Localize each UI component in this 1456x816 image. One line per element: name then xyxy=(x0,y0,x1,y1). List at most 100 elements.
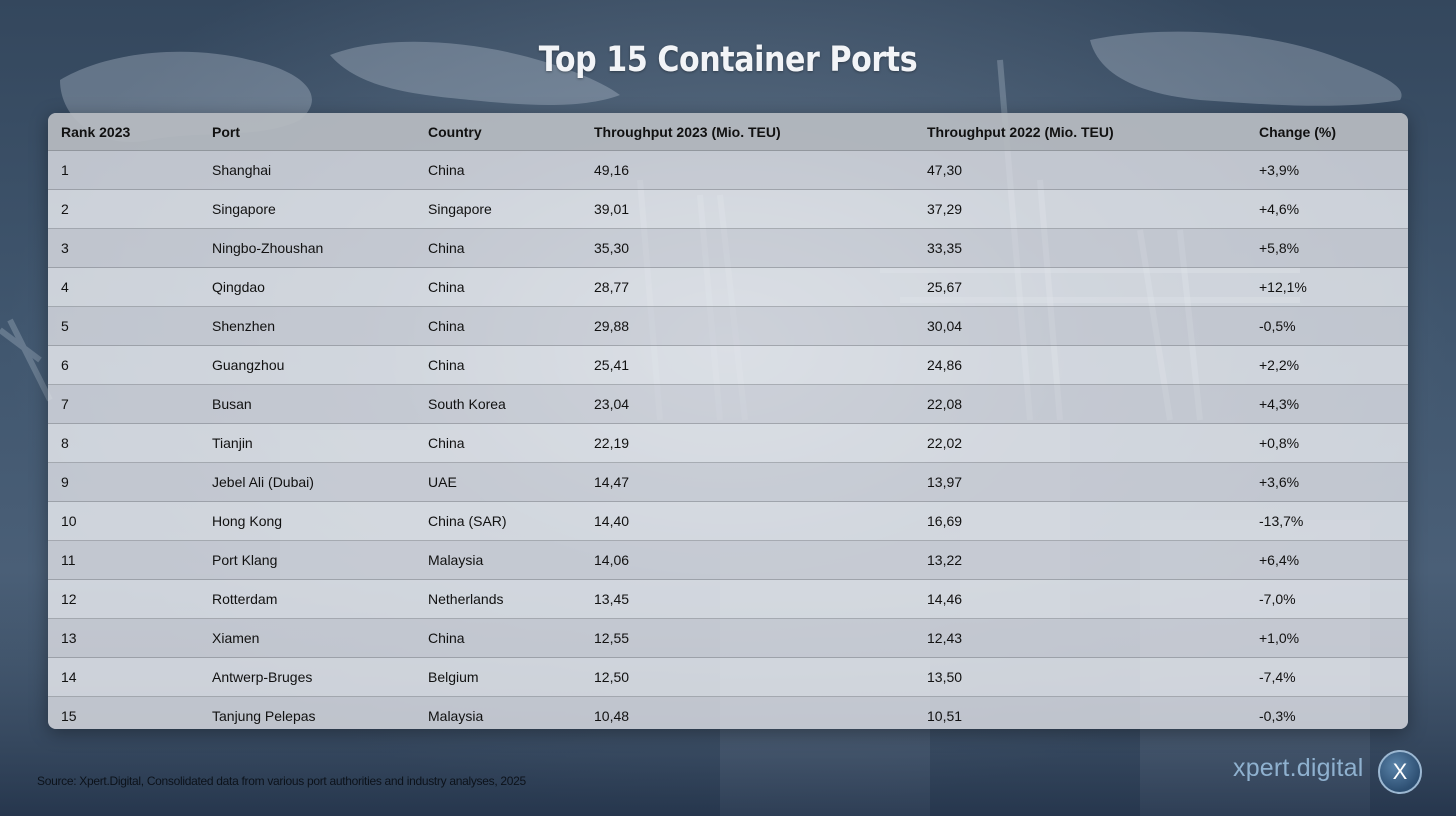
cell-change: +6,4% xyxy=(1246,540,1408,580)
cell-throughput-2022: 14,46 xyxy=(914,579,1246,619)
cell-throughput-2022: 37,29 xyxy=(914,189,1246,229)
cell-port: Busan xyxy=(199,384,415,424)
cell-rank: 3 xyxy=(48,228,199,268)
cell-country: China xyxy=(415,423,581,463)
cell-country: Malaysia xyxy=(415,540,581,580)
cell-rank: 10 xyxy=(48,501,199,541)
header-throughput-2022: Throughput 2022 (Mio. TEU) xyxy=(914,113,1246,151)
cell-throughput-2022: 13,22 xyxy=(914,540,1246,580)
cell-port: Hong Kong xyxy=(199,501,415,541)
cell-throughput-2023: 23,04 xyxy=(581,384,914,424)
cell-throughput-2023: 28,77 xyxy=(581,267,914,307)
cell-rank: 5 xyxy=(48,306,199,346)
cell-port: Shenzhen xyxy=(199,306,415,346)
table-row: 8 Tianjin China 22,19 22,02 +0,8% xyxy=(48,423,1408,463)
cell-change: -13,7% xyxy=(1246,501,1408,541)
cell-throughput-2023: 14,06 xyxy=(581,540,914,580)
header-country: Country xyxy=(415,113,581,151)
table-row: 3 Ningbo-Zhoushan China 35,30 33,35 +5,8% xyxy=(48,228,1408,268)
cell-change: +0,8% xyxy=(1246,423,1408,463)
cell-rank: 15 xyxy=(48,696,199,729)
cell-country: China xyxy=(415,150,581,190)
cell-rank: 1 xyxy=(48,150,199,190)
cell-throughput-2023: 22,19 xyxy=(581,423,914,463)
cell-throughput-2022: 16,69 xyxy=(914,501,1246,541)
cell-throughput-2023: 12,50 xyxy=(581,657,914,697)
cell-port: Shanghai xyxy=(199,150,415,190)
table-body: 1 Shanghai China 49,16 47,30 +3,9% 2 Singapore S… xyxy=(48,150,1408,729)
cell-throughput-2022: 22,08 xyxy=(914,384,1246,424)
table-row: 12 Rotterdam Netherlands 13,45 14,46 -7,0% xyxy=(48,579,1408,619)
cell-rank: 12 xyxy=(48,579,199,619)
cell-country: China (SAR) xyxy=(415,501,581,541)
cell-change: +2,2% xyxy=(1246,345,1408,385)
cell-change: -7,4% xyxy=(1246,657,1408,697)
page-title: Top 15 Container Ports xyxy=(538,40,918,80)
table-row: 9 Jebel Ali (Dubai) UAE 14,47 13,97 +3,6% xyxy=(48,462,1408,502)
cell-change: -0,5% xyxy=(1246,306,1408,346)
cell-change: +1,0% xyxy=(1246,618,1408,658)
cell-rank: 9 xyxy=(48,462,199,502)
header-rank: Rank 2023 xyxy=(48,113,199,151)
cell-change: +3,9% xyxy=(1246,150,1408,190)
cell-country: Netherlands xyxy=(415,579,581,619)
cell-change: +3,6% xyxy=(1246,462,1408,502)
cell-throughput-2022: 10,51 xyxy=(914,696,1246,729)
header-port: Port xyxy=(199,113,415,151)
cell-throughput-2023: 35,30 xyxy=(581,228,914,268)
cell-throughput-2022: 13,50 xyxy=(914,657,1246,697)
cell-country: Malaysia xyxy=(415,696,581,729)
cell-throughput-2022: 30,04 xyxy=(914,306,1246,346)
cell-country: Belgium xyxy=(415,657,581,697)
cell-throughput-2022: 13,97 xyxy=(914,462,1246,502)
table-row: 4 Qingdao China 28,77 25,67 +12,1% xyxy=(48,267,1408,307)
brand-logo-icon: X xyxy=(1378,750,1422,794)
cell-throughput-2023: 49,16 xyxy=(581,150,914,190)
table-row: 11 Port Klang Malaysia 14,06 13,22 +6,4% xyxy=(48,540,1408,580)
cell-country: China xyxy=(415,306,581,346)
cell-throughput-2023: 13,45 xyxy=(581,579,914,619)
cell-rank: 13 xyxy=(48,618,199,658)
cell-port: Qingdao xyxy=(199,267,415,307)
cell-change: +12,1% xyxy=(1246,267,1408,307)
table-header-row: Rank 2023 Port Country Throughput 2023 (… xyxy=(48,113,1408,151)
table-row: 15 Tanjung Pelepas Malaysia 10,48 10,51 -0,3% xyxy=(48,696,1408,729)
cell-change: +5,8% xyxy=(1246,228,1408,268)
cell-throughput-2023: 10,48 xyxy=(581,696,914,729)
cell-change: -0,3% xyxy=(1246,696,1408,729)
cell-rank: 11 xyxy=(48,540,199,580)
cell-port: Port Klang xyxy=(199,540,415,580)
cell-port: Guangzhou xyxy=(199,345,415,385)
source-note: Source: Xpert.Digital, Consolidated data… xyxy=(37,774,526,788)
cell-country: China xyxy=(415,228,581,268)
table-row: 6 Guangzhou China 25,41 24,86 +2,2% xyxy=(48,345,1408,385)
cell-throughput-2023: 12,55 xyxy=(581,618,914,658)
cell-rank: 4 xyxy=(48,267,199,307)
table-row: 10 Hong Kong China (SAR) 14,40 16,69 -13,7% xyxy=(48,501,1408,541)
cell-rank: 8 xyxy=(48,423,199,463)
cell-port: Tianjin xyxy=(199,423,415,463)
cell-throughput-2023: 39,01 xyxy=(581,189,914,229)
cell-throughput-2022: 47,30 xyxy=(914,150,1246,190)
cell-port: Rotterdam xyxy=(199,579,415,619)
cell-throughput-2023: 25,41 xyxy=(581,345,914,385)
cell-rank: 7 xyxy=(48,384,199,424)
header-throughput-2023: Throughput 2023 (Mio. TEU) xyxy=(581,113,914,151)
table-row: 7 Busan South Korea 23,04 22,08 +4,3% xyxy=(48,384,1408,424)
cell-country: UAE xyxy=(415,462,581,502)
cell-throughput-2023: 29,88 xyxy=(581,306,914,346)
cell-port: Singapore xyxy=(199,189,415,229)
cell-change: -7,0% xyxy=(1246,579,1408,619)
cell-port: Antwerp-Bruges xyxy=(199,657,415,697)
cell-country: China xyxy=(415,345,581,385)
cell-throughput-2022: 12,43 xyxy=(914,618,1246,658)
cell-country: Singapore xyxy=(415,189,581,229)
table-row: 1 Shanghai China 49,16 47,30 +3,9% xyxy=(48,150,1408,190)
cell-port: Jebel Ali (Dubai) xyxy=(199,462,415,502)
cell-port: Tanjung Pelepas xyxy=(199,696,415,729)
ports-table: Rank 2023 Port Country Throughput 2023 (… xyxy=(48,113,1408,729)
cell-rank: 2 xyxy=(48,189,199,229)
table-row: 13 Xiamen China 12,55 12,43 +1,0% xyxy=(48,618,1408,658)
cell-port: Xiamen xyxy=(199,618,415,658)
cell-port: Ningbo-Zhoushan xyxy=(199,228,415,268)
